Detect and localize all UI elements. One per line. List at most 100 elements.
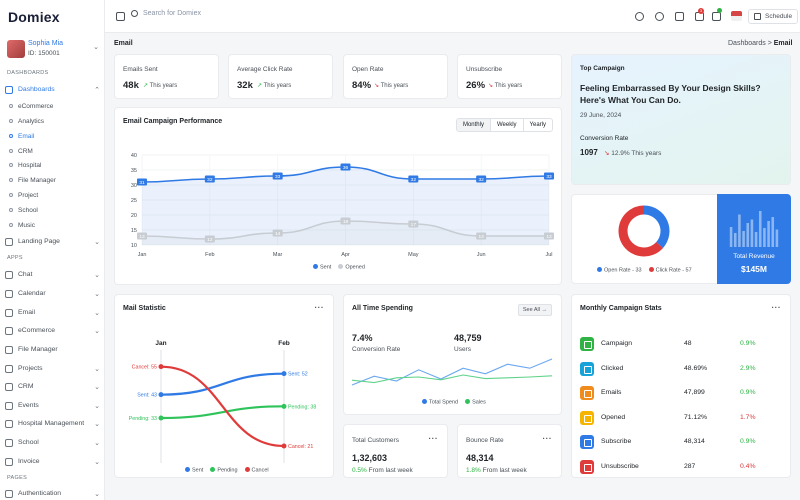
topbar: Search for Domiex 3 Schedule (105, 0, 800, 33)
legend-open-rate[interactable]: Open Rate - 33 (597, 267, 642, 274)
sidebar-sub-analytics[interactable]: Analytics (9, 115, 44, 127)
legend-pending[interactable]: Pending (210, 467, 238, 474)
flag-icon[interactable] (731, 11, 742, 21)
stat-change: 0.9% (740, 389, 756, 396)
user-profile[interactable]: Sophia Mia ID: 150001 ⌄ (7, 39, 99, 61)
data-label-box (137, 178, 147, 186)
search-icon (131, 10, 138, 17)
sidebar-sub-school[interactable]: School (9, 204, 38, 216)
legend-label: Total Spend (429, 399, 459, 406)
kpi-trend-text: This years (263, 83, 292, 89)
sidebar-item-crm[interactable]: CRM ⌄ (5, 380, 100, 393)
more-icon[interactable]: ··· (428, 434, 438, 443)
sidebar-item-school[interactable]: School ⌄ (5, 436, 100, 449)
performance-card: Email Campaign Performance Monthly Weekl… (114, 107, 562, 285)
data-label-box (340, 163, 351, 171)
trend-text: From last week (368, 467, 413, 474)
sidebar-item-dashboards[interactable]: Dashboards ⌃ (5, 83, 100, 96)
sidebar-sub-music[interactable]: Music (9, 219, 35, 231)
y-tick-label: 40 (131, 153, 137, 159)
kpi-open-rate: Open Rate 84% ↘ This years (343, 54, 448, 99)
sidebar-item-projects[interactable]: Projects ⌄ (5, 362, 100, 375)
section-dashboards: DASHBOARDS (7, 70, 49, 76)
stat-value: 71.12% (684, 413, 708, 421)
trend-pct: 0.5% (352, 467, 367, 474)
sidebar-item-ecommerce[interactable]: eCommerce ⌄ (5, 324, 100, 337)
sidebar-sub-hospital[interactable]: Hospital (9, 159, 41, 171)
spending-card: All Time Spending See All → 7.4% Convers… (343, 294, 562, 415)
sidebar-item-invoice[interactable]: Invoice ⌄ (5, 455, 100, 468)
moon-icon[interactable] (655, 12, 664, 21)
legend-opened[interactable]: Opened (338, 264, 365, 271)
tab-yearly[interactable]: Yearly (522, 119, 552, 131)
sidebar-item-authentication[interactable]: Authentication ⌄ (5, 487, 100, 500)
bullet-icon (9, 119, 13, 123)
sidebar-sub-crm[interactable]: CRM (9, 145, 33, 157)
legend-cancel[interactable]: Cancel (244, 467, 269, 474)
brand-logo[interactable]: Domiex (8, 9, 60, 25)
see-all-button[interactable]: See All → (517, 304, 552, 316)
sidebar-item-file-manager[interactable]: File Manager (5, 343, 100, 356)
bullet-icon (9, 193, 13, 197)
more-icon[interactable]: ··· (542, 434, 552, 443)
breadcrumb-parent[interactable]: Dashboards (728, 40, 766, 47)
schedule-button[interactable]: Schedule (748, 9, 799, 24)
data-label-box (408, 220, 419, 228)
settings-icon[interactable] (635, 12, 644, 21)
donut-slice-open-rate (643, 205, 670, 249)
search-input[interactable]: Search for Domiex (131, 10, 201, 17)
sidebar-sub-email[interactable]: Email (9, 130, 34, 142)
more-icon[interactable]: ··· (771, 303, 781, 312)
revenue-bar (754, 232, 758, 247)
calendar-icon (754, 13, 761, 20)
sidebar-toggle-icon[interactable] (116, 12, 125, 21)
legend-label: Sent (192, 467, 204, 474)
y-tick-label: 25 (131, 198, 137, 204)
tab-weekly[interactable]: Weekly (489, 119, 523, 131)
apps-grid-icon[interactable] (675, 12, 684, 21)
sidebar-sub-project[interactable]: Project (9, 189, 38, 201)
stat-row-emails[interactable]: Emails 47,899 0.9% (580, 386, 790, 404)
crm-icon (5, 382, 13, 391)
legend-sent[interactable]: Sent (185, 467, 203, 474)
stat-row-subscribe[interactable]: Subscribe 48,314 0.9% (580, 435, 790, 453)
bell-icon[interactable] (712, 12, 721, 21)
card-title: All Time Spending (352, 305, 413, 312)
point-label-jan: Pending: 33 (129, 416, 157, 422)
more-icon[interactable]: ··· (314, 303, 324, 312)
sidebar-item-calendar[interactable]: Calendar ⌄ (5, 287, 100, 300)
point-sent-feb (281, 371, 287, 377)
tab-monthly[interactable]: Monthly (456, 119, 490, 131)
conversion-value: 7.4% (352, 333, 373, 343)
stat-name: Subscribe (601, 438, 632, 445)
top-campaign-headline[interactable]: Feeling Embarrassed By Your Design Skill… (580, 83, 761, 105)
sidebar-item-email[interactable]: Email ⌄ (5, 306, 100, 319)
point-label-feb: Cancel: 21 (288, 444, 313, 450)
events-icon (5, 401, 13, 410)
sidebar-item-chat[interactable]: Chat ⌄ (5, 268, 100, 281)
sidebar-sub-file-manager[interactable]: File Manager (9, 174, 56, 186)
revenue-bar (738, 214, 741, 247)
x-tick-label: Jun (477, 252, 486, 258)
notification-badge: 3 (698, 8, 704, 14)
stat-row-clicked[interactable]: Clicked 48.69% 2.9% (580, 361, 790, 380)
legend-sent[interactable]: Sent (313, 264, 331, 271)
chevron-down-icon: ⌄ (94, 327, 100, 335)
stat-row-unsubscribe[interactable]: Unsubscribe 287 0.4% (580, 459, 790, 478)
legend-sales[interactable]: Sales (465, 399, 486, 406)
stat-row-campaign[interactable]: Campaign 48 0.9% (580, 337, 790, 355)
mail-icon (5, 308, 13, 317)
stat-row-opened[interactable]: Opened 71.12% 1.7% (580, 410, 790, 429)
sidebar-item-label: eCommerce (18, 327, 56, 334)
data-label: 36 (343, 165, 349, 171)
legend-total-spend[interactable]: Total Spend (422, 399, 458, 406)
chevron-down-icon: ⌄ (94, 309, 100, 317)
kpi-trend: ↘ This years (374, 82, 408, 89)
sidebar-item-events[interactable]: Events ⌄ (5, 399, 100, 412)
y-tick-label: 20 (131, 213, 137, 219)
stat-value: 287 (684, 462, 696, 470)
sidebar-item-landing[interactable]: Landing Page ⌄ (5, 235, 100, 248)
sidebar-sub-ecommerce[interactable]: eCommerce (9, 100, 53, 112)
legend-click-rate[interactable]: Click Rate - 57 (648, 267, 692, 274)
sidebar-item-hospital[interactable]: Hospital Management ⌄ (5, 417, 100, 430)
